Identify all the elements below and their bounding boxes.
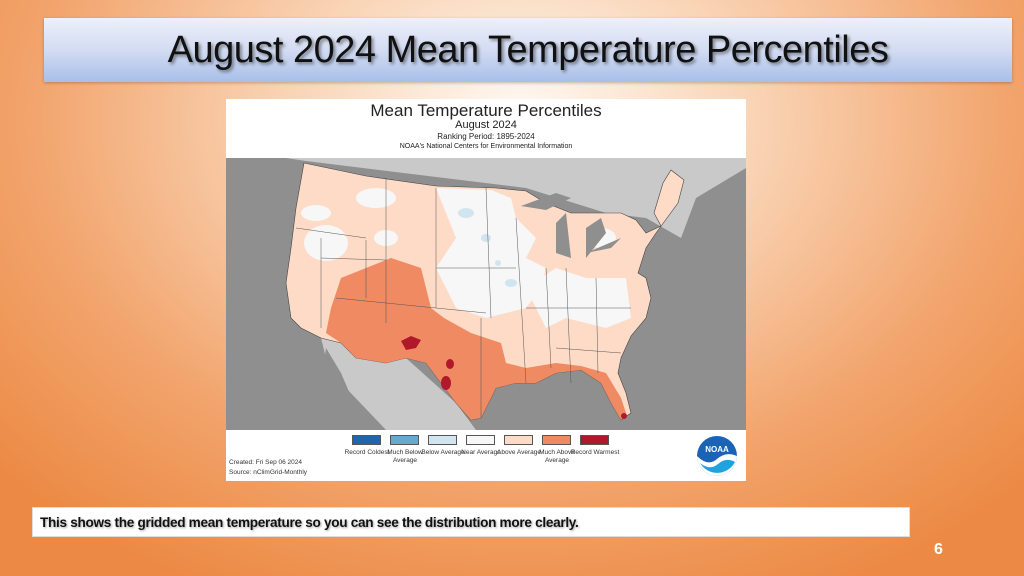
noaa-logo-text: NOAA bbox=[705, 445, 729, 454]
created-date: Created: Fri Sep 06 2024 bbox=[229, 459, 302, 466]
us-map bbox=[226, 158, 746, 430]
page-number: 6 bbox=[934, 541, 943, 558]
legend-label: Below Average bbox=[421, 449, 465, 456]
legend-label: Record Coldest bbox=[344, 449, 390, 456]
near-average-areas bbox=[301, 188, 631, 328]
state-borders bbox=[295, 178, 631, 418]
figure-title: Mean Temperature Percentiles bbox=[370, 101, 602, 120]
mexico-land bbox=[321, 338, 476, 430]
legend-swatch bbox=[352, 435, 381, 445]
legend-label: Above Average bbox=[497, 449, 541, 456]
great-lakes bbox=[521, 193, 621, 258]
legend-swatch bbox=[504, 435, 533, 445]
legend-label: Near Average bbox=[461, 449, 501, 456]
gulf-of-california bbox=[324, 348, 366, 430]
source-organization: NOAA's National Centers for Environmenta… bbox=[399, 143, 573, 150]
canada-land bbox=[286, 158, 746, 238]
slide-caption: This shows the gridded mean temperature … bbox=[40, 514, 579, 530]
noaa-logo: NOAA bbox=[697, 436, 737, 476]
legend-swatch bbox=[390, 435, 419, 445]
figure-header: Mean Temperature Percentiles August 2024… bbox=[226, 99, 746, 158]
much-above-average-areas bbox=[326, 258, 626, 420]
figure-subtitle: August 2024 bbox=[455, 119, 517, 131]
data-source: Source: nClimGrid-Monthly bbox=[229, 469, 308, 476]
ranking-period: Ranking Period: 1895-2024 bbox=[437, 132, 535, 141]
legend-swatch bbox=[580, 435, 609, 445]
legend-label: Much Above Average bbox=[539, 449, 575, 464]
legend-label: Record Warmest bbox=[570, 449, 620, 456]
map-legend: Created: Fri Sep 06 2024 Source: nClimGr… bbox=[226, 432, 746, 481]
below-average-areas bbox=[458, 208, 517, 287]
record-warmest-areas bbox=[401, 336, 627, 419]
legend-swatch bbox=[428, 435, 457, 445]
legend-swatch bbox=[542, 435, 571, 445]
slide-title-bar: August 2024 Mean Temperature Percentiles bbox=[44, 18, 1012, 82]
slide-caption-box: This shows the gridded mean temperature … bbox=[32, 507, 910, 537]
legend-label: Much Below Average bbox=[387, 449, 423, 464]
slide-title: August 2024 Mean Temperature Percentiles bbox=[167, 28, 889, 71]
temperature-percentile-map-figure: Mean Temperature Percentiles August 2024… bbox=[226, 99, 746, 481]
legend-swatch bbox=[466, 435, 495, 445]
